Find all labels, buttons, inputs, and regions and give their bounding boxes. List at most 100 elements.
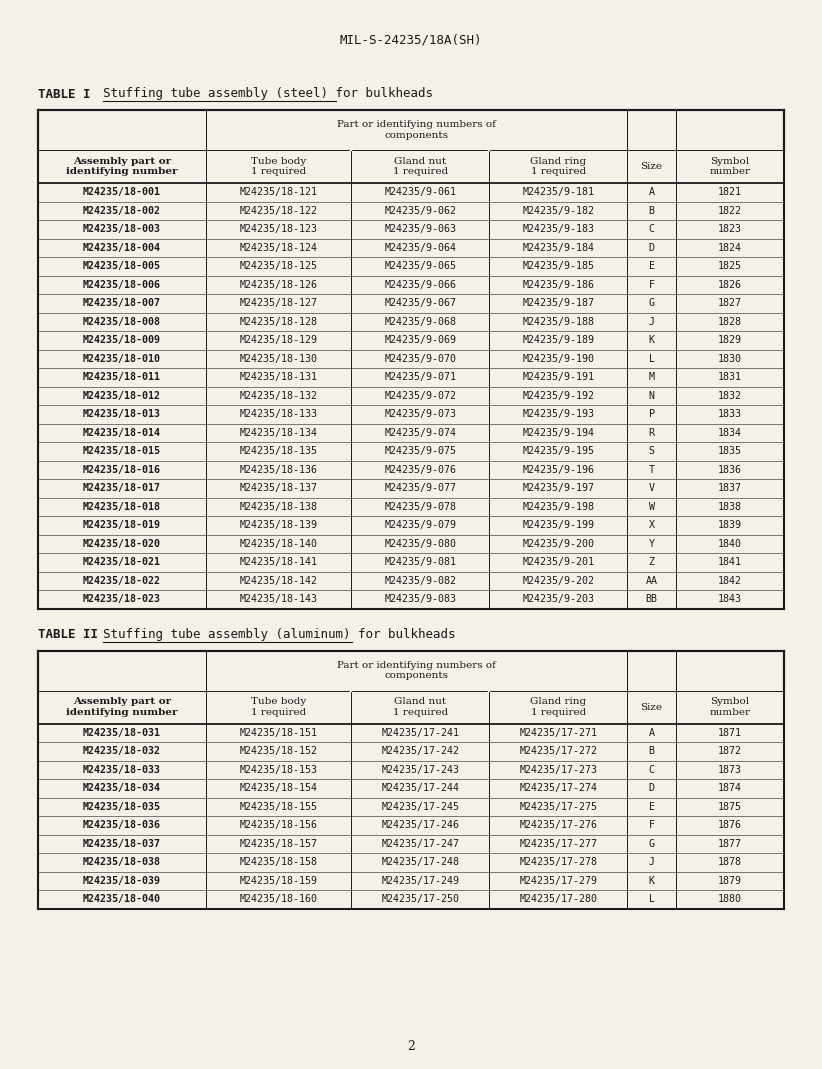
Text: M24235/18-142: M24235/18-142 xyxy=(239,576,317,586)
Text: M24235/9-199: M24235/9-199 xyxy=(522,521,594,530)
Text: J: J xyxy=(649,857,654,867)
Text: 1877: 1877 xyxy=(718,839,742,849)
Text: M24235/9-196: M24235/9-196 xyxy=(522,465,594,475)
Text: M24235/18-131: M24235/18-131 xyxy=(239,372,317,383)
Text: 1871: 1871 xyxy=(718,728,742,738)
Text: M24235/9-077: M24235/9-077 xyxy=(385,483,456,493)
Text: M24235/18-153: M24235/18-153 xyxy=(239,764,317,775)
Text: M24235/18-007: M24235/18-007 xyxy=(83,298,161,308)
Text: M24235/9-083: M24235/9-083 xyxy=(385,594,456,604)
Text: M24235/9-198: M24235/9-198 xyxy=(522,501,594,512)
Text: 1836: 1836 xyxy=(718,465,742,475)
Text: Gland ring
1 required: Gland ring 1 required xyxy=(530,157,586,176)
Text: M24235/17-280: M24235/17-280 xyxy=(520,895,598,904)
Text: M24235/9-076: M24235/9-076 xyxy=(385,465,456,475)
Text: Gland ring
1 required: Gland ring 1 required xyxy=(530,697,586,716)
Text: M24235/9-200: M24235/9-200 xyxy=(522,539,594,548)
Text: M24235/18-157: M24235/18-157 xyxy=(239,839,317,849)
Text: G: G xyxy=(649,298,654,308)
Text: N: N xyxy=(649,391,654,401)
Text: TABLE I: TABLE I xyxy=(38,88,90,100)
Text: 1879: 1879 xyxy=(718,876,742,886)
Text: K: K xyxy=(649,876,654,886)
Text: M24235/18-031: M24235/18-031 xyxy=(83,728,161,738)
Text: Part or identifying numbers of
components: Part or identifying numbers of component… xyxy=(337,121,496,140)
Text: M24235/9-193: M24235/9-193 xyxy=(522,409,594,419)
Text: Symbol
number: Symbol number xyxy=(709,157,750,176)
Text: 1822: 1822 xyxy=(718,205,742,216)
Text: M24235/18-038: M24235/18-038 xyxy=(83,857,161,867)
Text: D: D xyxy=(649,784,654,793)
Text: M24235/9-192: M24235/9-192 xyxy=(522,391,594,401)
Text: BB: BB xyxy=(645,594,658,604)
Text: 1837: 1837 xyxy=(718,483,742,493)
Text: 1842: 1842 xyxy=(718,576,742,586)
Text: M24235/9-078: M24235/9-078 xyxy=(385,501,456,512)
Text: 1828: 1828 xyxy=(718,316,742,327)
Text: M24235/18-014: M24235/18-014 xyxy=(83,428,161,437)
Text: M24235/18-012: M24235/18-012 xyxy=(83,391,161,401)
Text: M24235/18-124: M24235/18-124 xyxy=(239,243,317,252)
Text: M24235/9-073: M24235/9-073 xyxy=(385,409,456,419)
Text: 1872: 1872 xyxy=(718,746,742,756)
Text: 1823: 1823 xyxy=(718,224,742,234)
Text: M24235/9-203: M24235/9-203 xyxy=(522,594,594,604)
Text: M24235/18-156: M24235/18-156 xyxy=(239,820,317,831)
Text: E: E xyxy=(649,802,654,811)
Text: 1826: 1826 xyxy=(718,280,742,290)
Text: M24235/9-063: M24235/9-063 xyxy=(385,224,456,234)
Text: M24235/18-137: M24235/18-137 xyxy=(239,483,317,493)
Text: M24235/18-002: M24235/18-002 xyxy=(83,205,161,216)
Text: M24235/18-021: M24235/18-021 xyxy=(83,557,161,568)
Text: M24235/18-032: M24235/18-032 xyxy=(83,746,161,756)
Text: C: C xyxy=(649,224,654,234)
Text: M24235/9-201: M24235/9-201 xyxy=(522,557,594,568)
Text: C: C xyxy=(649,764,654,775)
Text: G: G xyxy=(649,839,654,849)
Text: M24235/18-123: M24235/18-123 xyxy=(239,224,317,234)
Text: S: S xyxy=(649,446,654,456)
Text: M24235/18-136: M24235/18-136 xyxy=(239,465,317,475)
Text: M24235/17-244: M24235/17-244 xyxy=(381,784,459,793)
Text: M24235/9-187: M24235/9-187 xyxy=(522,298,594,308)
Text: L: L xyxy=(649,895,654,904)
Text: M24235/17-279: M24235/17-279 xyxy=(520,876,598,886)
Text: M24235/18-143: M24235/18-143 xyxy=(239,594,317,604)
Text: M24235/18-017: M24235/18-017 xyxy=(83,483,161,493)
Text: M24235/18-130: M24235/18-130 xyxy=(239,354,317,363)
Text: M24235/18-132: M24235/18-132 xyxy=(239,391,317,401)
Text: 1841: 1841 xyxy=(718,557,742,568)
Text: M24235/17-273: M24235/17-273 xyxy=(520,764,598,775)
Text: M24235/9-064: M24235/9-064 xyxy=(385,243,456,252)
Text: M24235/18-133: M24235/18-133 xyxy=(239,409,317,419)
Text: M24235/18-139: M24235/18-139 xyxy=(239,521,317,530)
Text: M24235/9-072: M24235/9-072 xyxy=(385,391,456,401)
Text: M24235/18-036: M24235/18-036 xyxy=(83,820,161,831)
Text: P: P xyxy=(649,409,654,419)
Text: M24235/18-152: M24235/18-152 xyxy=(239,746,317,756)
Text: M24235/18-122: M24235/18-122 xyxy=(239,205,317,216)
Text: 1835: 1835 xyxy=(718,446,742,456)
Text: M24235/18-013: M24235/18-013 xyxy=(83,409,161,419)
Text: M24235/9-182: M24235/9-182 xyxy=(522,205,594,216)
Text: M24235/9-065: M24235/9-065 xyxy=(385,261,456,272)
Text: M24235/18-019: M24235/18-019 xyxy=(83,521,161,530)
Text: 1843: 1843 xyxy=(718,594,742,604)
Text: Symbol
number: Symbol number xyxy=(709,697,750,716)
Text: M24235/9-195: M24235/9-195 xyxy=(522,446,594,456)
Text: M24235/9-070: M24235/9-070 xyxy=(385,354,456,363)
Text: M24235/9-186: M24235/9-186 xyxy=(522,280,594,290)
Text: 1821: 1821 xyxy=(718,187,742,198)
Text: M24235/18-154: M24235/18-154 xyxy=(239,784,317,793)
Text: Part or identifying numbers of
components: Part or identifying numbers of component… xyxy=(337,661,496,680)
Text: M24235/9-197: M24235/9-197 xyxy=(522,483,594,493)
Text: M24235/18-016: M24235/18-016 xyxy=(83,465,161,475)
Text: B: B xyxy=(649,746,654,756)
Text: M24235/18-121: M24235/18-121 xyxy=(239,187,317,198)
Text: T: T xyxy=(649,465,654,475)
Text: 1829: 1829 xyxy=(718,336,742,345)
Text: M24235/18-134: M24235/18-134 xyxy=(239,428,317,437)
Text: Stuffing tube assembly (steel) for bulkheads: Stuffing tube assembly (steel) for bulkh… xyxy=(103,88,433,100)
Text: M24235/9-189: M24235/9-189 xyxy=(522,336,594,345)
Text: F: F xyxy=(649,820,654,831)
